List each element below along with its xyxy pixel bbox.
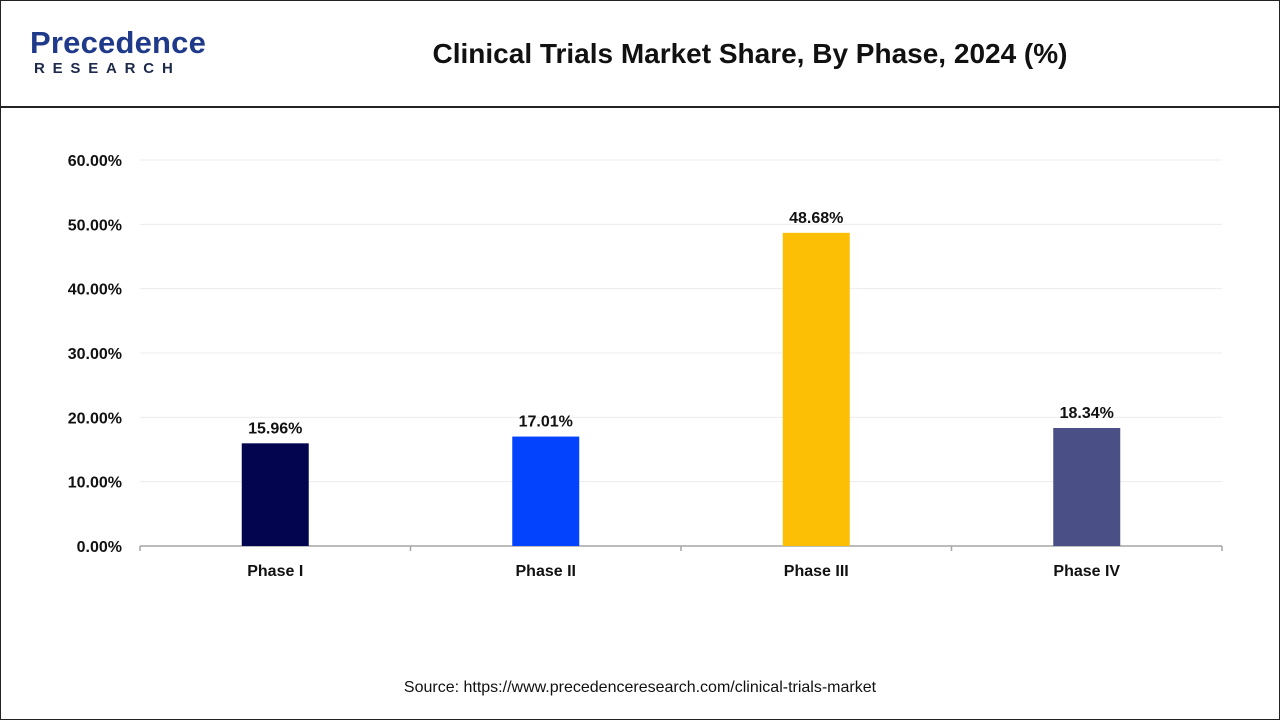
logo-subtitle: RESEARCH [34, 60, 181, 77]
y-tick-label: 20.00% [68, 410, 122, 427]
y-tick-label: 30.00% [68, 346, 122, 363]
x-tick-label: Phase III [784, 563, 849, 580]
y-tick-label: 0.00% [77, 539, 122, 556]
x-tick-label: Phase I [247, 563, 303, 580]
bar [241, 443, 309, 546]
x-tick-label: Phase II [516, 563, 576, 580]
y-tick-label: 50.00% [68, 217, 122, 234]
header: Precedence RESEARCH Clinical Trials Mark… [0, 0, 1280, 108]
bar [1053, 428, 1121, 546]
chart-title: Clinical Trials Market Share, By Phase, … [432, 38, 1068, 69]
data-label: 48.68% [789, 210, 843, 227]
source-note: Source: https://www.precedenceresearch.c… [403, 679, 877, 696]
data-label: 18.34% [1060, 405, 1114, 422]
bar [782, 232, 850, 547]
bar-chart: 0.00% 10.00% 20.00% 30.00% 40.00% 50.00% 60.00… [68, 153, 1223, 580]
data-label: 15.96% [248, 420, 302, 437]
bar [512, 436, 580, 546]
precedence-research-logo: Precedence RESEARCH [30, 24, 230, 84]
y-tick-label: 60.00% [68, 153, 122, 170]
logo-wordmark: Precedence [30, 25, 207, 60]
y-tick-label: 40.00% [68, 282, 122, 299]
data-label: 17.01% [519, 414, 573, 431]
x-tick-label: Phase IV [1053, 563, 1120, 580]
y-tick-label: 10.00% [68, 475, 122, 492]
